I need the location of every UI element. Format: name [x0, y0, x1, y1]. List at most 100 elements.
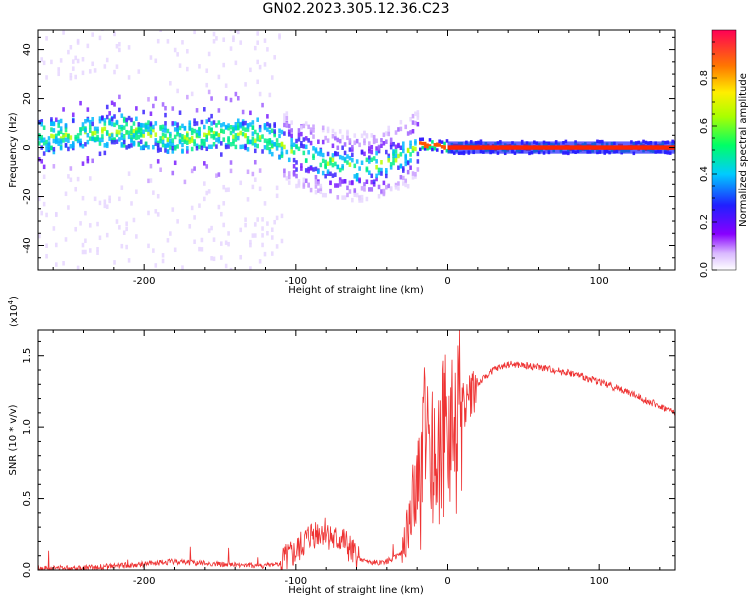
spectrogram-cell	[397, 142, 400, 148]
spectrogram-cell	[169, 4, 172, 9]
spectrogram-cell	[351, 152, 354, 158]
spectrogram-cell	[74, 74, 77, 80]
spectrogram-cell	[423, 144, 427, 148]
spectrogram-cell	[397, 165, 400, 170]
spectrogram-cell	[130, 201, 133, 206]
spectrogram-cell	[283, 168, 286, 174]
spectrogram-cell	[115, 43, 119, 49]
spectrogram-cell	[418, 141, 422, 145]
spectrogram-cell	[394, 185, 398, 190]
spectrogram-cell	[191, 1, 194, 6]
spectrogram-cell	[81, 242, 85, 248]
spectrogram-cell	[387, 125, 391, 131]
spectrogram-cell	[287, 129, 291, 134]
spectrogram-cell	[38, 119, 41, 125]
spectrogram-cell	[94, 17, 97, 22]
spectrogram-cell	[336, 195, 340, 200]
spectrogram-cell	[326, 161, 330, 166]
spectrogram-cell	[317, 139, 320, 144]
spectrogram-x-axis: -200 -100 0 100	[52, 30, 661, 287]
spectrogram-cell	[91, 116, 94, 122]
spectrogram-cell	[266, 230, 269, 236]
spectrogram-cell	[421, 141, 425, 146]
spectrogram-cell	[132, 129, 136, 134]
spectrogram-cell	[416, 159, 420, 164]
spectrogram-cell	[251, 184, 255, 190]
spectrogram-cell	[246, 197, 250, 202]
spectrogram-cell	[266, 145, 269, 151]
spectrogram-cell	[336, 164, 340, 170]
spectrogram-cell	[98, 116, 102, 121]
spectrogram-cell	[411, 113, 415, 119]
spectrogram-cell	[205, 119, 209, 124]
spectrogram-cell	[45, 147, 48, 152]
spectrogram-cell	[329, 161, 332, 166]
spectrogram-cell	[241, 131, 245, 137]
spectrogram-cell	[317, 169, 320, 175]
spectrogram-cell	[253, 45, 257, 51]
spectrogram-cell	[108, 198, 111, 204]
spectrogram-cell	[241, 126, 245, 131]
spectrogram-cell	[71, 59, 75, 64]
spectrogram-cell	[45, 75, 48, 80]
spectrogram-cell	[113, 69, 116, 75]
spectrogram-cell	[256, 79, 259, 85]
spectrogram-cell	[394, 130, 398, 135]
spectrogram-cell	[64, 142, 68, 148]
spectrogram-cell	[74, 134, 77, 140]
spectrogram-cell	[48, 272, 51, 277]
spectrogram-cell	[149, 133, 153, 138]
spectrogram-cell	[115, 64, 119, 69]
spectrogram-cell	[125, 129, 128, 135]
spectrogram-cell	[338, 154, 342, 160]
spectrogram-cell	[154, 209, 158, 214]
spectrogram-cell	[343, 142, 347, 147]
spectrogram-x-label: Height of straight line (km)	[288, 285, 424, 296]
spectrogram-cell	[278, 35, 281, 40]
spectrogram-cell	[79, 141, 82, 146]
spectrogram-cell	[105, 114, 109, 120]
spectrogram-cell	[200, 119, 204, 125]
spectrogram-cell	[251, 131, 255, 136]
spectrogram-cell	[234, 133, 238, 138]
spectrogram-cell	[287, 132, 291, 137]
spectrogram-cell	[76, 40, 80, 45]
spectrogram-cell	[198, 246, 201, 252]
spectrogram-cell	[256, 117, 259, 122]
spectrogram-cell	[205, 82, 209, 88]
spectrogram-cell	[334, 150, 337, 156]
spectrogram-cell	[62, 107, 65, 112]
spectrogram-cell	[205, 164, 209, 169]
spectrogram-cell	[290, 137, 293, 143]
spectrogram-cell	[181, 40, 184, 45]
colorbar-tick-label: 0.2	[699, 214, 710, 230]
spectrogram-cell	[74, 186, 77, 192]
spectrogram-cell	[266, 141, 269, 146]
spectrogram-cell	[207, 228, 211, 233]
spectrogram-cell	[355, 173, 359, 178]
spectrogram-cell	[302, 182, 306, 187]
spectrogram-cell	[375, 164, 378, 170]
spectrogram-cell	[355, 159, 359, 164]
spectrogram-cell	[414, 120, 417, 126]
spectrogram-cell	[227, 126, 230, 131]
spectrogram-cell	[57, 123, 61, 128]
spectrogram-cell	[338, 182, 342, 187]
spectrogram-cell	[203, 181, 206, 186]
spectrogram-cell	[91, 131, 94, 136]
spectrogram-cell	[86, 139, 90, 145]
spectrogram-cell	[341, 195, 344, 200]
spectrogram-cell	[118, 130, 121, 135]
spectrogram-cell	[186, 133, 189, 138]
spectrogram-cell	[103, 121, 107, 126]
spectrogram-cell	[258, 64, 262, 70]
spectrogram-cell	[173, 134, 177, 140]
spectrogram-cell	[105, 232, 109, 238]
spectrogram-cell	[418, 137, 422, 142]
spectrogram-cell	[380, 143, 383, 149]
spectrogram-cell	[52, 146, 56, 152]
spectrogram-cell	[76, 265, 80, 270]
spectrogram-cell	[101, 137, 104, 143]
spectrogram-cell	[149, 121, 153, 126]
